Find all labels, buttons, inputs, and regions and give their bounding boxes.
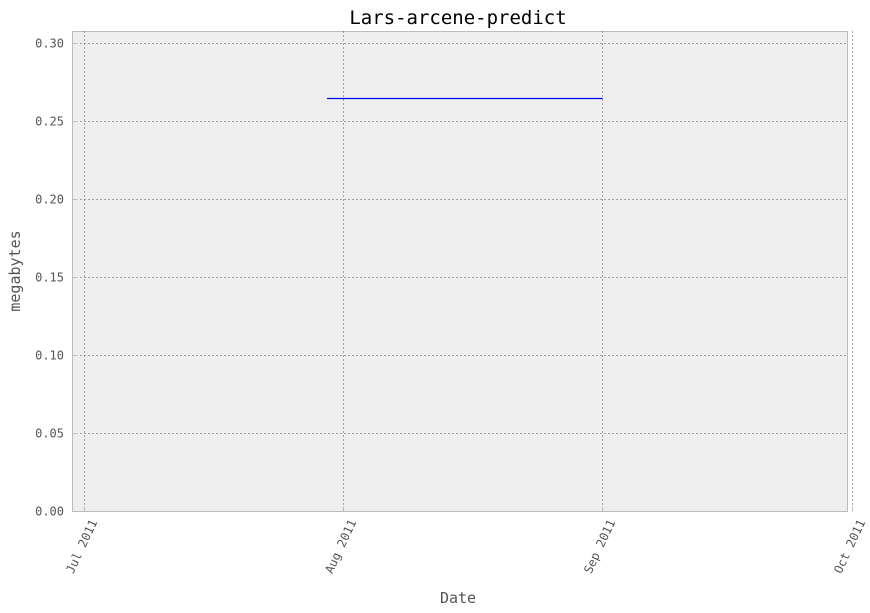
y-axis-ticks: 0.00 0.05 0.10 0.15 0.20 0.25 0.30 [35,37,77,519]
y-tick-label: 0.05 [35,427,64,441]
y-axis-label: megabytes [6,230,24,311]
x-tick-label: Jul 2011 [63,517,100,575]
y-tick-label: 0.25 [35,115,64,129]
x-tick-label: Aug 2011 [322,517,359,575]
x-tick-label: Sep 2011 [581,517,618,575]
x-axis-label: Date [440,589,476,607]
plot-area [73,32,848,512]
x-tick-label: Oct 2011 [831,517,868,575]
y-tick-label: 0.30 [35,37,64,51]
chart-title: Lars-arcene-predict [349,7,566,29]
y-tick-label: 0.10 [35,349,64,363]
y-tick-label: 0.20 [35,193,64,207]
y-tick-label: 0.00 [35,505,64,519]
y-tick-label: 0.15 [35,271,64,285]
x-axis-ticks: Jul 2011 Aug 2011 Sep 2011 Oct 2011 [63,507,868,576]
